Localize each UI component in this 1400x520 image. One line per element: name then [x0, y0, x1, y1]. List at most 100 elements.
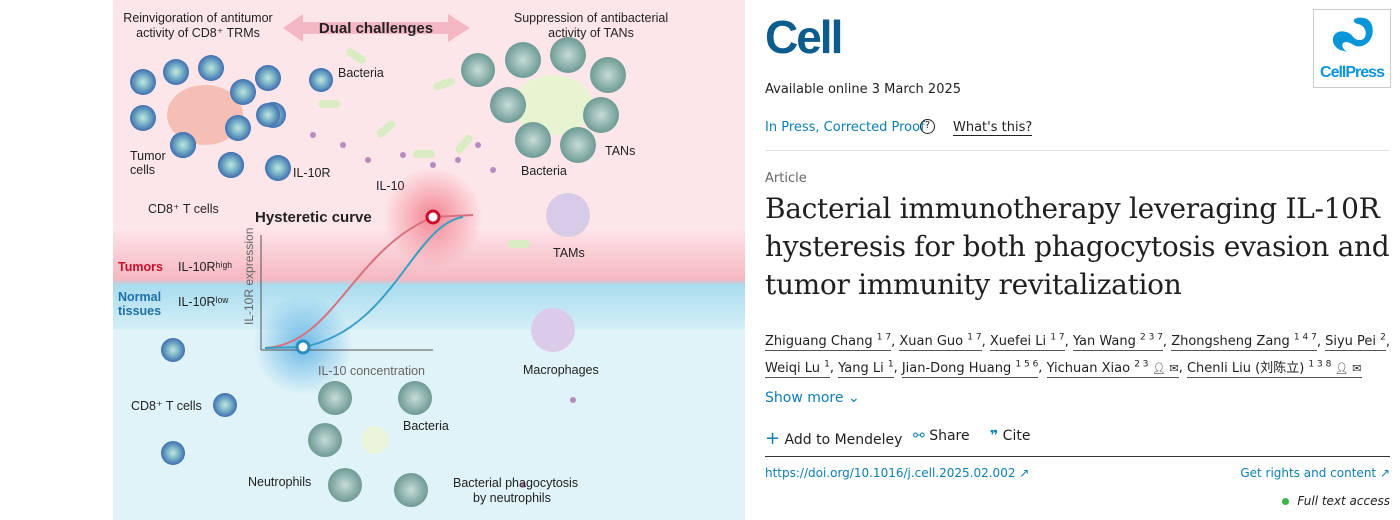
author-affiliations: 1 5 6: [1015, 359, 1039, 370]
cell-journal-logo[interactable]: Cell: [765, 11, 843, 63]
cite-label: Cite: [1002, 428, 1031, 444]
share-button[interactable]: ⚯ Share: [913, 428, 970, 444]
status-label[interactable]: In Press, Corrected Proof: [765, 120, 925, 135]
tumor-label-1: Tumor: [130, 149, 166, 163]
whats-this-link[interactable]: What's this?: [953, 120, 1033, 136]
neutrophils-illustration: [308, 381, 432, 507]
author-name: Zhongsheng Zang: [1171, 334, 1290, 350]
cd8-bottom-label: CD8⁺ T cells: [131, 399, 202, 413]
author-name: Zhiguang Chang: [765, 334, 873, 350]
author-name: Yan Wang: [1072, 334, 1136, 350]
available-online: Available online 3 March 2025: [765, 82, 962, 97]
neutrophils-label: Neutrophils: [248, 475, 311, 489]
tans-illustration: [461, 37, 626, 163]
author-list: Zhiguang Chang 1 7, Xuan Guo 1 7, Xuefei…: [765, 333, 1391, 378]
macrophage-illustration: [531, 308, 575, 352]
person-mail-icon: 👤︎ ✉: [1148, 361, 1179, 375]
cellpress-logo[interactable]: CellPress: [1313, 9, 1391, 88]
macrophages-label: Macrophages: [523, 363, 599, 377]
bacteria-bottom-label: Bacteria: [403, 419, 449, 433]
chevron-down-icon: ⌄: [847, 390, 860, 406]
author-link[interactable]: Jian-Dong Huang 1 5 6: [901, 359, 1039, 378]
bacteria-top-label: Bacteria: [338, 66, 384, 80]
cd8-top-label: CD8⁺ T cells: [148, 202, 219, 216]
show-more-button[interactable]: Show more ⌄: [765, 390, 860, 406]
mendeley-label: Add to Mendeley: [784, 432, 903, 448]
author-affiliations: 2: [1380, 333, 1386, 343]
author-name: Yichuan Xiao: [1046, 360, 1131, 376]
il10-dots: [310, 132, 576, 488]
bacteria-bottom-illustration: [361, 426, 389, 454]
article-title: Bacterial immunotherapy leveraging IL-10…: [765, 192, 1390, 301]
author-affiliations: 1 4 7: [1293, 333, 1317, 343]
y-axis-label: IL-10R expression: [242, 228, 256, 325]
rights-link[interactable]: Get rights and content ↗: [1240, 466, 1390, 480]
caption-tr-1: Suppression of antibacterial: [514, 11, 668, 25]
bacteria-tan-label: Bacteria: [521, 164, 567, 178]
author-name: Jian-Dong Huang: [901, 360, 1012, 376]
author-link[interactable]: Siyu Pei 2: [1325, 333, 1386, 352]
person-mail-icon: 👤︎ ✉: [1331, 361, 1362, 375]
author-link[interactable]: Yang Li 1: [838, 359, 894, 378]
tam-illustration: [546, 193, 590, 237]
phago-label-1: Bacterial phagocytosis: [453, 476, 578, 490]
high-state-marker: [425, 209, 441, 225]
caption-tl-1: Reinvigoration of antitumor: [123, 11, 272, 25]
access-status: Full text access: [1282, 494, 1390, 508]
author-name: Chenli Liu (刘陈立): [1186, 360, 1305, 376]
il10r-label: IL-10R: [293, 166, 331, 180]
graphical-abstract: Dual challenges Reinvigoration of antitu…: [113, 0, 745, 520]
dual-challenges-label: Dual challenges: [319, 20, 433, 37]
author-name: Yang Li: [838, 360, 884, 376]
author-affiliations: 1: [887, 359, 894, 370]
rights-text: Get rights and content: [1240, 466, 1377, 480]
author-name: Weiqi Lu: [765, 360, 820, 376]
plus-icon: +: [765, 428, 781, 449]
author-affiliations: 1 7: [876, 333, 892, 343]
author-link[interactable]: Yan Wang 2 3 7: [1072, 333, 1163, 352]
author-affiliations: 1 7: [1050, 333, 1065, 343]
author-name: Xuefei Li: [989, 334, 1047, 350]
add-to-mendeley-button[interactable]: + Add to Mendeley: [765, 428, 902, 449]
author-link[interactable]: Weiqi Lu 1: [765, 359, 830, 378]
normal-label-1: Normal: [118, 290, 161, 304]
author-link[interactable]: Xuefei Li 1 7: [989, 333, 1065, 352]
author-name: Siyu Pei: [1325, 334, 1377, 350]
caption-tr-2: activity of TANs: [548, 26, 634, 40]
tumors-label: Tumors: [118, 260, 163, 274]
tans-label: TANs: [605, 144, 635, 158]
tams-label: TAMs: [553, 246, 585, 260]
bacteria-cluster: [513, 75, 593, 135]
doi-link[interactable]: https://doi.org/10.1016/j.cell.2025.02.0…: [765, 466, 1030, 480]
author-name: Xuan Guo: [899, 334, 964, 350]
curve-low: [264, 216, 464, 349]
author-link[interactable]: Xuan Guo 1 7: [899, 333, 982, 352]
author-affiliations: 1 7: [967, 333, 982, 343]
cite-button[interactable]: ❞ Cite: [990, 428, 1030, 444]
caption-tl-2: activity of CD8⁺ TRMs: [136, 26, 260, 40]
author-link[interactable]: Chenli Liu (刘陈立) 1 3 8 👤︎ ✉: [1186, 359, 1362, 378]
normal-label-2: tissues: [118, 304, 161, 318]
help-icon[interactable]: ?: [920, 119, 935, 134]
cd8-t-cells-bottom: [161, 338, 237, 465]
author-link[interactable]: Zhongsheng Zang 1 4 7: [1171, 333, 1317, 352]
x-axis-label: IL-10 concentration: [318, 364, 425, 378]
author-affiliations: 2 3: [1134, 359, 1149, 370]
access-dot-icon: [1282, 498, 1290, 505]
author-affiliations: 1: [824, 359, 830, 370]
tumor-cells-illustration: [167, 85, 243, 145]
author-affiliations: 1 3 8: [1308, 359, 1332, 370]
il10r-low-label: IL-10Rˡᵒʷ: [178, 295, 229, 309]
share-icon: ⚯: [913, 428, 925, 444]
low-state-marker: [295, 339, 311, 355]
doi-text: https://doi.org/10.1016/j.cell.2025.02.0…: [765, 466, 1016, 480]
access-text: Full text access: [1297, 494, 1390, 508]
author-link[interactable]: Zhiguang Chang 1 7: [765, 333, 892, 352]
hysteretic-title: Hysteretic curve: [255, 209, 372, 226]
bacteria-illustration: [318, 48, 530, 248]
il10r-high-label: IL-10Rʰⁱᵍʰ: [178, 260, 232, 274]
author-link[interactable]: Yichuan Xiao 2 3 👤︎ ✉: [1046, 359, 1179, 378]
tumor-label-2: cells: [130, 163, 155, 177]
article-type: Article: [765, 171, 807, 186]
show-more-label: Show more: [765, 390, 844, 406]
